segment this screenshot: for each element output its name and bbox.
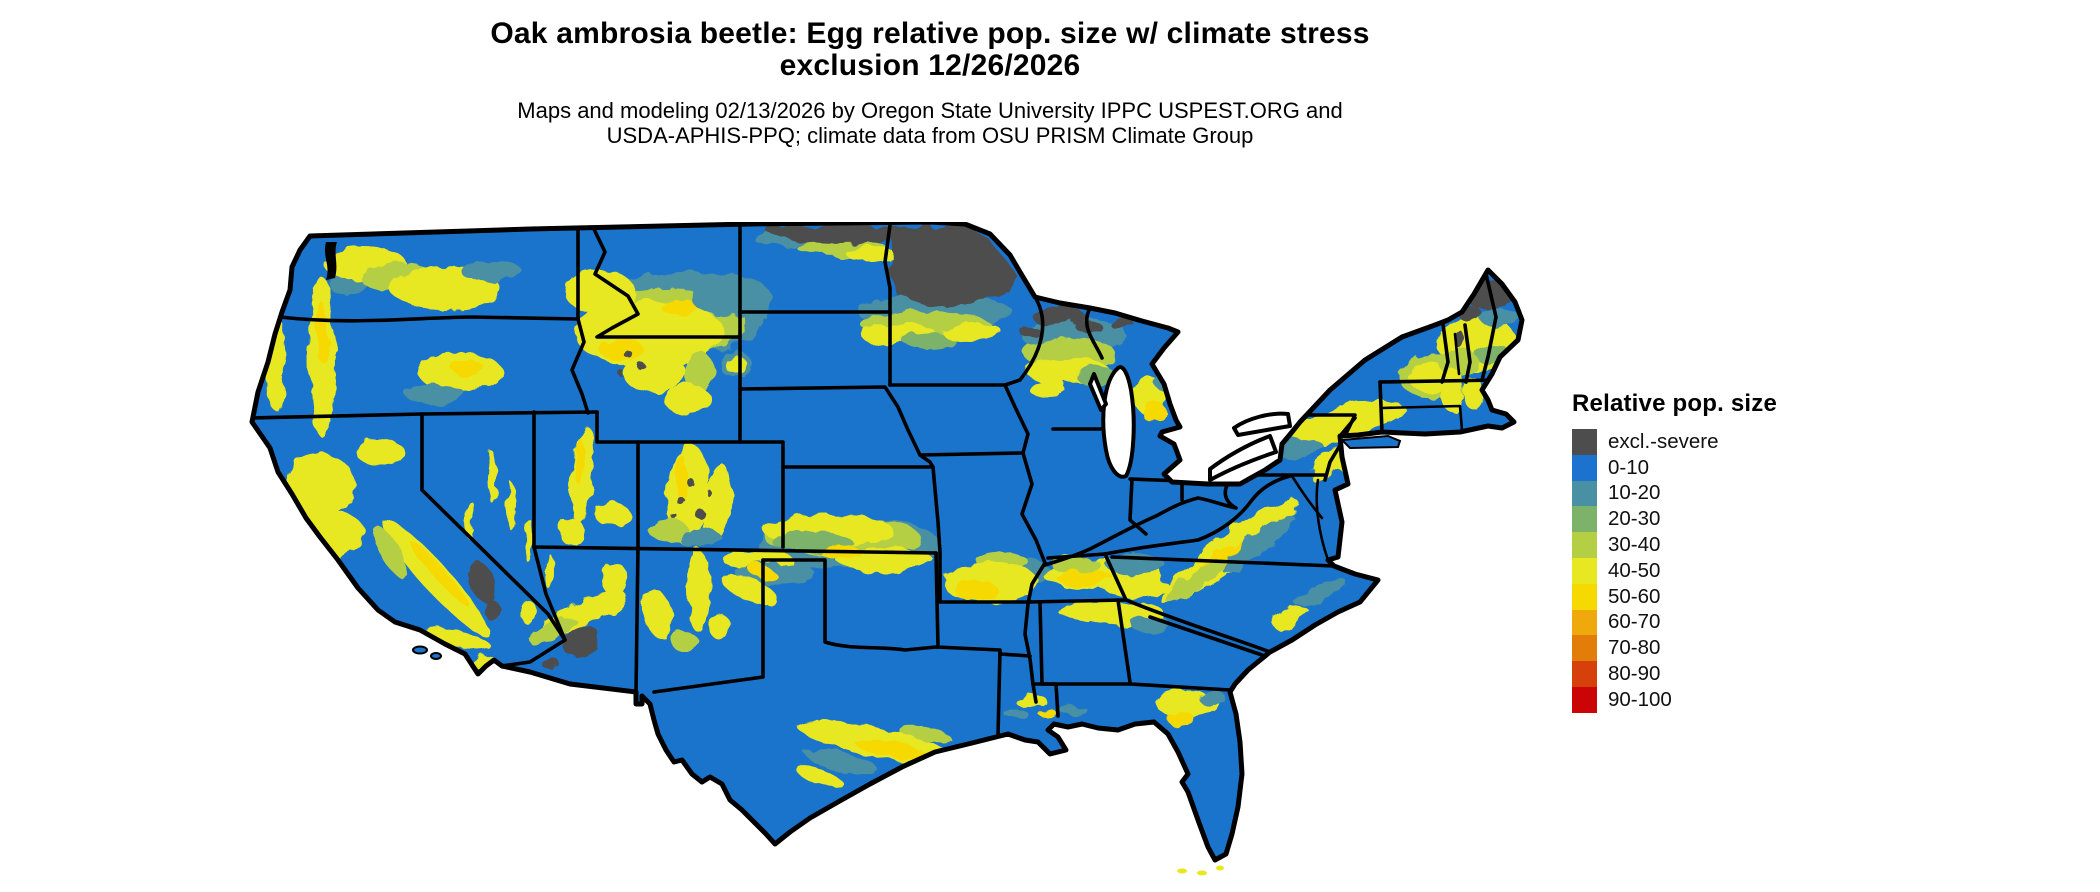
map-title-line1: Oak ambrosia beetle: Egg relative pop. s…: [490, 17, 1370, 50]
us-map: [230, 222, 1542, 884]
legend-items: excl.-severe 0-10 10-20 20-30 30-40 40-5…: [1572, 429, 1777, 713]
legend-swatch-60-70: [1572, 609, 1597, 636]
legend-item: 20-30: [1572, 506, 1777, 533]
legend-item: 90-100: [1572, 686, 1777, 713]
great-lakes: [1088, 365, 1292, 482]
lake-ontario: [1232, 411, 1292, 437]
coastal-details: [324, 242, 1402, 876]
map-subtitle-line1: Maps and modeling 02/13/2026 by Oregon S…: [517, 98, 1343, 123]
legend-item: 50-60: [1572, 583, 1777, 610]
legend-label: 10-20: [1608, 481, 1661, 505]
legend-item: 10-20: [1572, 480, 1777, 507]
legend-item: 40-50: [1572, 557, 1777, 584]
legend-swatch-50-60: [1572, 583, 1597, 610]
legend-swatch-80-90: [1572, 661, 1597, 687]
legend-label: 60-70: [1608, 610, 1661, 634]
state-borders: [252, 223, 1500, 738]
legend-item: 70-80: [1572, 635, 1777, 662]
legend-swatch-90-100: [1572, 686, 1597, 713]
legend-label: 0-10: [1608, 455, 1650, 479]
map-subtitle: Maps and modeling 02/13/2026 by Oregon S…: [330, 98, 1530, 148]
legend-swatch-10-20: [1572, 480, 1597, 507]
legend-label: 90-100: [1608, 687, 1672, 711]
legend-swatch-20-30: [1572, 506, 1597, 533]
legend-label: 80-90: [1608, 662, 1661, 686]
legend: Relative pop. size excl.-severe 0-10 10-…: [1572, 390, 1777, 713]
long-island: [1339, 434, 1402, 450]
legend-label: 40-50: [1608, 558, 1661, 582]
map-title-line2: exclusion 12/26/2026: [779, 49, 1081, 82]
legend-item: 80-90: [1572, 661, 1777, 687]
legend-swatch-30-40: [1572, 532, 1597, 558]
legend-swatch-40-50: [1572, 557, 1597, 584]
legend-label: excl.-severe: [1608, 429, 1719, 453]
legend-title: Relative pop. size: [1572, 390, 1777, 417]
title-block: Oak ambrosia beetle: Egg relative pop. s…: [330, 0, 1530, 149]
legend-item: 30-40: [1572, 532, 1777, 558]
legend-swatch-0-10: [1572, 454, 1597, 481]
map-subtitle-line2: USDA-APHIS-PPQ; climate data from OSU PR…: [606, 123, 1254, 148]
lake-michigan: [1101, 365, 1136, 479]
lake-erie: [1208, 434, 1278, 482]
legend-label: 50-60: [1608, 584, 1661, 608]
legend-label: 70-80: [1608, 636, 1661, 660]
green-bay: [1088, 372, 1108, 412]
legend-item: 60-70: [1572, 609, 1777, 636]
legend-label: 20-30: [1608, 507, 1661, 531]
legend-label: 30-40: [1608, 533, 1661, 557]
legend-swatch-excl-severe: [1572, 429, 1597, 455]
map-title: Oak ambrosia beetle: Egg relative pop. s…: [330, 18, 1530, 82]
legend-item: excl.-severe: [1572, 429, 1777, 455]
legend-swatch-70-80: [1572, 635, 1597, 662]
us-map-svg: [230, 222, 1542, 876]
legend-item: 0-10: [1572, 454, 1777, 481]
